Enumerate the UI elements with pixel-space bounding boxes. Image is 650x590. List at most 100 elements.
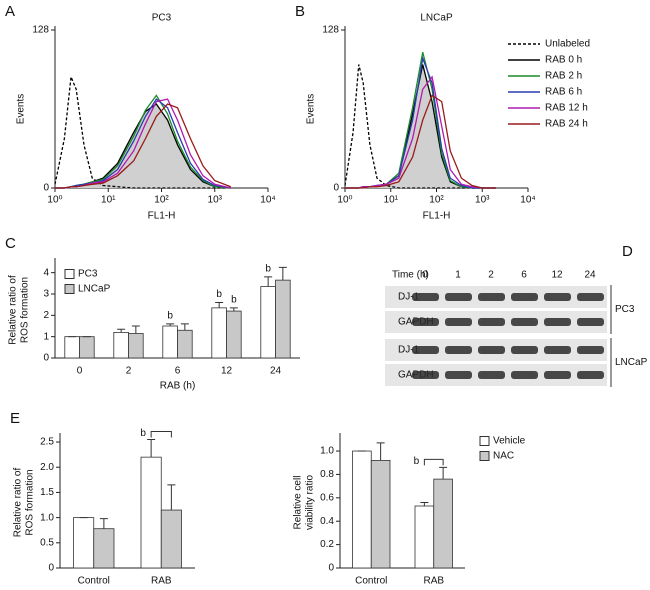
x-tick-label: 2 [126,366,132,377]
y-tick-label: 0.2 [320,539,334,550]
band [544,293,571,301]
western-blot: D Time (h) 01261224DJ-1GAPDHDJ-1GAPDHPC3… [385,243,648,387]
x-tick-label: 0 [77,366,83,377]
band [577,371,604,379]
x-tick-label: 12 [221,366,233,377]
error-bar [215,302,224,308]
x-tick-label: 10¹ [101,195,116,206]
x-tick-label: 10² [429,195,444,206]
band [511,371,538,379]
band [445,293,472,301]
bracket [423,458,444,466]
histogram-line [345,75,497,189]
y-tick-label: 0 [43,183,49,194]
bar [260,286,276,359]
panel-label: A [5,3,15,20]
legend-swatch [64,269,75,279]
group-label: PC3 [615,304,635,315]
bar [79,336,95,359]
legend-swatch [479,451,490,461]
y-tick-label: 3 [43,289,49,300]
y-tick-label: 0 [43,353,49,364]
error-bar [376,442,385,461]
annotation: b [216,289,222,300]
band [478,371,505,379]
legend-label: Unlabeled [545,39,590,50]
y-tick-label: 2.5 [40,437,54,448]
band [577,346,604,354]
x-axis-label: FL1-H [148,211,176,222]
band [478,318,505,326]
bracket-label: b [140,428,146,439]
x-tick-label: 10³ [475,195,490,206]
bar [73,517,95,569]
chart-title: LNCaP [420,13,453,24]
time-label: 0 [422,270,428,281]
y-tick-label: 0.4 [320,516,334,527]
band [412,293,439,301]
legend-label: RAB 12 h [545,103,588,114]
annotation: b [231,295,237,306]
y-axis-label: ROS formation [25,469,36,535]
group-label: LNCaP [615,357,648,368]
band [577,318,604,326]
x-axis-label: RAB (h) [160,381,196,392]
bar [140,456,162,569]
time-label: 6 [521,270,527,281]
histogram-line [55,103,232,189]
x-tick-label: 10⁰ [337,195,352,206]
legend-label: RAB 24 h [545,119,588,130]
y-tick-label: 0.5 [40,537,54,548]
y-tick-label: 2.0 [40,462,54,473]
y-tick-label: 128 [322,25,339,36]
error-bar [117,328,126,333]
band [445,371,472,379]
area-fill [55,104,231,188]
x-tick-label: 24 [270,366,282,377]
time-label: 1 [455,270,461,281]
x-tick-label: Control [78,576,110,587]
x-tick-label: 10² [154,195,169,206]
legend-swatch [479,436,490,446]
y-tick-label: 1 [43,331,49,342]
bar [370,459,391,569]
bar [128,333,144,359]
annotation: b [167,311,173,322]
y-tick-label: 4 [43,267,49,278]
bar [64,336,80,359]
legend-label: RAB 0 h [545,55,582,66]
band [544,318,571,326]
x-tick-label: 10⁴ [260,195,275,206]
band [544,346,571,354]
y-axis-label: Events [16,94,27,125]
error-bar [229,307,238,312]
row-label: DJ-1 [398,292,420,303]
bar [211,307,227,359]
y-axis-label: Relative ratio of [8,275,19,345]
y-tick-label: 0 [48,563,54,574]
bracket [150,431,172,438]
time-label: 2 [488,270,494,281]
y-tick-label: 1.0 [320,446,334,457]
band [445,318,472,326]
legend-label: PC3 [78,269,98,280]
histogram-line [345,94,497,189]
bar [162,325,178,359]
band [577,293,604,301]
x-axis-label: FL1-H [423,211,451,222]
histogram-line [344,64,497,189]
annotation: b [265,264,271,275]
x-tick-label: RAB [151,576,172,587]
y-tick-label: 0 [333,183,339,194]
band [478,293,505,301]
x-tick-label: 10³ [208,195,223,206]
x-tick-label: Control [355,576,387,587]
band [511,346,538,354]
error-bar [147,439,156,458]
bar [113,331,129,359]
histogram-line [55,98,231,189]
chart-title: PC3 [152,13,172,24]
band [445,346,472,354]
band [511,293,538,301]
